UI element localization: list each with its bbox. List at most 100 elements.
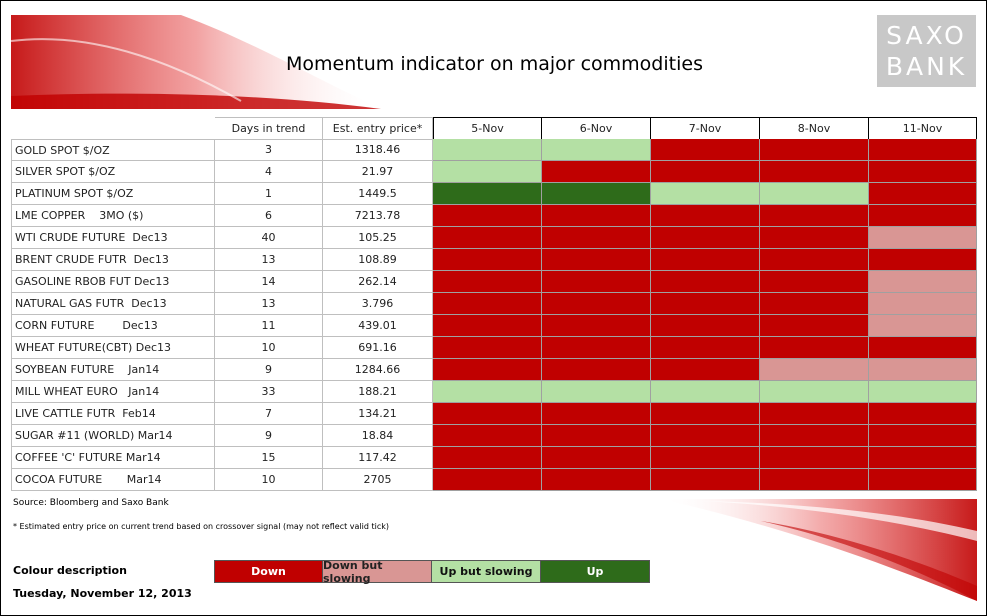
- status-cell: [651, 271, 760, 293]
- footnote: * Estimated entry price on current trend…: [13, 522, 389, 531]
- legend-item: Down but slowing: [323, 559, 432, 585]
- row-name: WTI CRUDE FUTURE Dec13: [11, 227, 215, 249]
- status-cell: [869, 271, 977, 293]
- status-cell: [869, 161, 977, 183]
- price: 1449.5: [323, 183, 433, 205]
- days: 14: [215, 271, 323, 293]
- days: 4: [215, 161, 323, 183]
- status-cell: [433, 359, 542, 381]
- status-cell: [433, 403, 542, 425]
- status-cell: [433, 249, 542, 271]
- status-cell: [433, 183, 542, 205]
- status-cell: [869, 403, 977, 425]
- status-cell: [542, 271, 651, 293]
- status-cell: [760, 227, 869, 249]
- status-cell: [542, 205, 651, 227]
- status-cell: [542, 403, 651, 425]
- row-name: SUGAR #11 (WORLD) Mar14: [11, 425, 215, 447]
- status-cell: [869, 205, 977, 227]
- source: Source: Bloomberg and Saxo Bank: [13, 498, 169, 508]
- status-cell: [651, 293, 760, 315]
- status-cell: [760, 337, 869, 359]
- status-cell: [542, 337, 651, 359]
- status-cell: [869, 381, 977, 403]
- status-cell: [869, 359, 977, 381]
- column-header: 6-Nov: [542, 117, 651, 140]
- row-name: PLATINUM SPOT $/OZ: [11, 183, 215, 205]
- column-header: 5-Nov: [433, 117, 542, 140]
- logo-text: BANK: [885, 52, 968, 81]
- row-name: SILVER SPOT $/OZ: [11, 161, 215, 183]
- status-cell: [542, 425, 651, 447]
- status-cell: [760, 447, 869, 469]
- status-cell: [651, 359, 760, 381]
- status-cell: [760, 205, 869, 227]
- price: 439.01: [323, 315, 433, 337]
- status-cell: [760, 315, 869, 337]
- price: 188.21: [323, 381, 433, 403]
- status-cell: [542, 161, 651, 183]
- status-cell: [760, 139, 869, 161]
- column-header: Est. entry price*: [323, 117, 433, 140]
- price: 21.97: [323, 161, 433, 183]
- status-cell: [542, 381, 651, 403]
- days: 13: [215, 293, 323, 315]
- days: 9: [215, 359, 323, 381]
- price: 1318.46: [323, 139, 433, 161]
- row-name: LIVE CATTLE FUTR Feb14: [11, 403, 215, 425]
- status-cell: [651, 139, 760, 161]
- days: 10: [215, 469, 323, 491]
- status-cell: [433, 227, 542, 249]
- status-cell: [542, 359, 651, 381]
- status-cell: [433, 205, 542, 227]
- days: 10: [215, 337, 323, 359]
- status-cell: [760, 381, 869, 403]
- status-cell: [651, 381, 760, 403]
- column-header: 8-Nov: [760, 117, 869, 140]
- status-cell: [651, 249, 760, 271]
- logo: SAXO BANK: [877, 15, 976, 87]
- status-cell: [651, 337, 760, 359]
- status-cell: [651, 425, 760, 447]
- status-cell: [869, 447, 977, 469]
- days: 3: [215, 139, 323, 161]
- price: 7213.78: [323, 205, 433, 227]
- price: 262.14: [323, 271, 433, 293]
- status-cell: [760, 249, 869, 271]
- row-name: BRENT CRUDE FUTR Dec13: [11, 249, 215, 271]
- status-cell: [760, 403, 869, 425]
- column-header: 11-Nov: [869, 117, 977, 140]
- row-name: GASOLINE RBOB FUT Dec13: [11, 271, 215, 293]
- days: 13: [215, 249, 323, 271]
- status-cell: [651, 183, 760, 205]
- title: Momentum indicator on major commodities: [286, 53, 703, 75]
- status-cell: [651, 205, 760, 227]
- legend-item: Down: [214, 560, 323, 583]
- status-cell: [651, 447, 760, 469]
- status-cell: [869, 425, 977, 447]
- status-cell: [542, 249, 651, 271]
- price: 1284.66: [323, 359, 433, 381]
- price: 105.25: [323, 227, 433, 249]
- status-cell: [869, 293, 977, 315]
- status-cell: [869, 183, 977, 205]
- status-cell: [869, 139, 977, 161]
- status-cell: [433, 161, 542, 183]
- status-cell: [542, 293, 651, 315]
- status-cell: [651, 469, 760, 491]
- status-cell: [869, 315, 977, 337]
- status-cell: [760, 359, 869, 381]
- status-cell: [760, 425, 869, 447]
- price: 691.16: [323, 337, 433, 359]
- days: 6: [215, 205, 323, 227]
- days: 1: [215, 183, 323, 205]
- status-cell: [869, 337, 977, 359]
- status-cell: [433, 139, 542, 161]
- status-cell: [542, 183, 651, 205]
- status-cell: [651, 161, 760, 183]
- price: 18.84: [323, 425, 433, 447]
- legend-item: Up: [541, 560, 650, 583]
- status-cell: [760, 271, 869, 293]
- status-cell: [869, 227, 977, 249]
